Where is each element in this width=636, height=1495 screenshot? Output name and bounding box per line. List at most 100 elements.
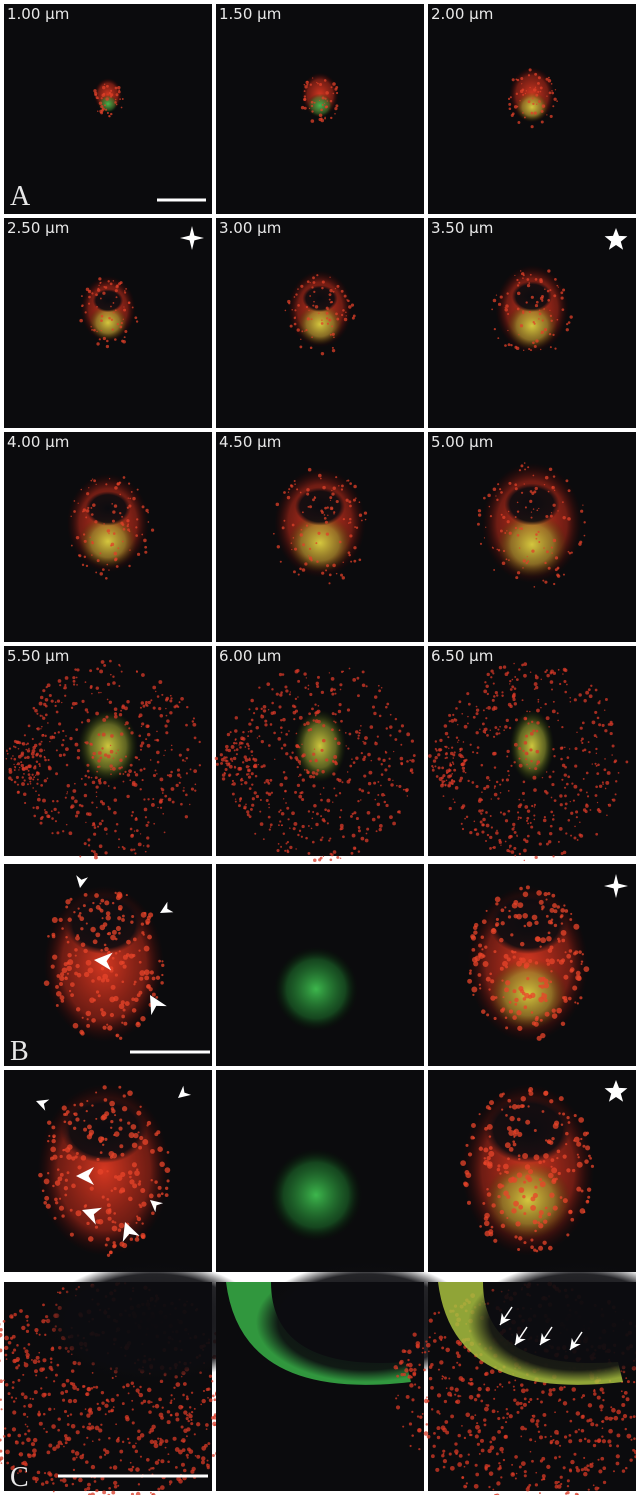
speckle	[252, 797, 255, 800]
speckle	[35, 1374, 37, 1376]
speckle	[470, 1382, 474, 1386]
speckle	[114, 1131, 120, 1137]
speckle	[129, 1176, 132, 1179]
speckle	[598, 723, 601, 726]
speckle	[240, 779, 243, 782]
speckle	[243, 806, 246, 809]
speckle	[105, 577, 108, 580]
speckle	[298, 795, 302, 799]
speckle	[54, 1473, 59, 1478]
speckle	[122, 1106, 127, 1111]
speckle	[332, 760, 334, 762]
speckle	[529, 711, 530, 712]
speckle	[135, 756, 138, 759]
speckle	[353, 560, 356, 563]
speckle	[165, 1167, 171, 1173]
speckle	[111, 543, 115, 547]
speckle	[87, 1487, 91, 1491]
speckle	[76, 536, 79, 539]
speckle	[146, 836, 149, 839]
speckle	[552, 1388, 555, 1391]
speckle	[116, 284, 119, 287]
speckle	[518, 799, 520, 801]
speckle	[444, 1377, 447, 1380]
speckle	[13, 758, 16, 761]
speckle	[385, 706, 388, 709]
speckle	[189, 804, 190, 805]
speckle	[532, 776, 536, 780]
speckle	[75, 743, 79, 747]
speckle	[47, 778, 49, 780]
speckle	[596, 753, 597, 754]
speckle	[32, 774, 34, 776]
speckle	[539, 1435, 543, 1439]
speckle	[119, 512, 121, 514]
speckle	[563, 851, 567, 855]
speckle	[358, 558, 361, 561]
speckle	[520, 1406, 523, 1409]
speckle	[475, 1366, 478, 1369]
speckle	[616, 1445, 619, 1448]
speckle	[58, 1440, 62, 1444]
speckle	[499, 726, 501, 728]
speckle	[334, 693, 336, 695]
speckle	[625, 1377, 627, 1379]
speckle	[321, 749, 324, 752]
speckle	[525, 752, 529, 756]
speckle	[530, 1451, 532, 1453]
speckle	[483, 787, 486, 790]
speckle	[299, 568, 302, 571]
speckle	[446, 757, 448, 759]
speckle	[379, 824, 383, 828]
speckle	[540, 349, 541, 350]
speckle	[121, 1022, 123, 1024]
speckle	[102, 1144, 104, 1146]
speckle	[104, 900, 109, 905]
speckle	[467, 722, 469, 724]
speckle	[42, 689, 45, 692]
speckle	[248, 731, 250, 733]
speckle	[280, 561, 282, 563]
speckle	[484, 537, 485, 538]
speckle	[353, 314, 356, 317]
speckle	[506, 1408, 508, 1410]
speckle	[61, 1214, 64, 1217]
speckle	[530, 1205, 536, 1211]
speckle	[488, 1465, 491, 1468]
speckle	[316, 560, 319, 563]
speckle	[184, 761, 185, 762]
speckle	[66, 793, 67, 794]
speckle	[139, 977, 143, 981]
speckle	[474, 1484, 479, 1489]
speckle	[114, 1221, 116, 1223]
speckle	[45, 1431, 47, 1433]
speckle	[193, 717, 195, 719]
speckle	[526, 711, 528, 713]
speckle	[484, 945, 487, 948]
speckle	[331, 492, 334, 495]
speckle	[101, 330, 102, 331]
speckle	[306, 677, 307, 678]
speckle	[529, 68, 532, 71]
speckle	[347, 780, 351, 784]
speckle	[330, 334, 332, 336]
speckle	[592, 763, 593, 764]
speckle	[147, 821, 149, 823]
speckle	[536, 750, 540, 754]
speckle	[49, 1473, 53, 1477]
speckle	[501, 1451, 503, 1453]
speckle	[90, 537, 91, 538]
speckle	[301, 106, 305, 110]
depth-label: 5.00 µm	[431, 433, 493, 451]
speckle	[616, 1433, 620, 1437]
speckle	[87, 1018, 89, 1020]
speckle	[530, 1239, 533, 1242]
speckle	[570, 913, 572, 915]
speckle	[45, 698, 49, 702]
speckle	[62, 1149, 64, 1151]
speckle	[127, 507, 129, 509]
speckle	[524, 1470, 527, 1473]
speckle	[485, 1372, 489, 1376]
speckle	[506, 849, 509, 852]
speckle	[491, 798, 492, 799]
